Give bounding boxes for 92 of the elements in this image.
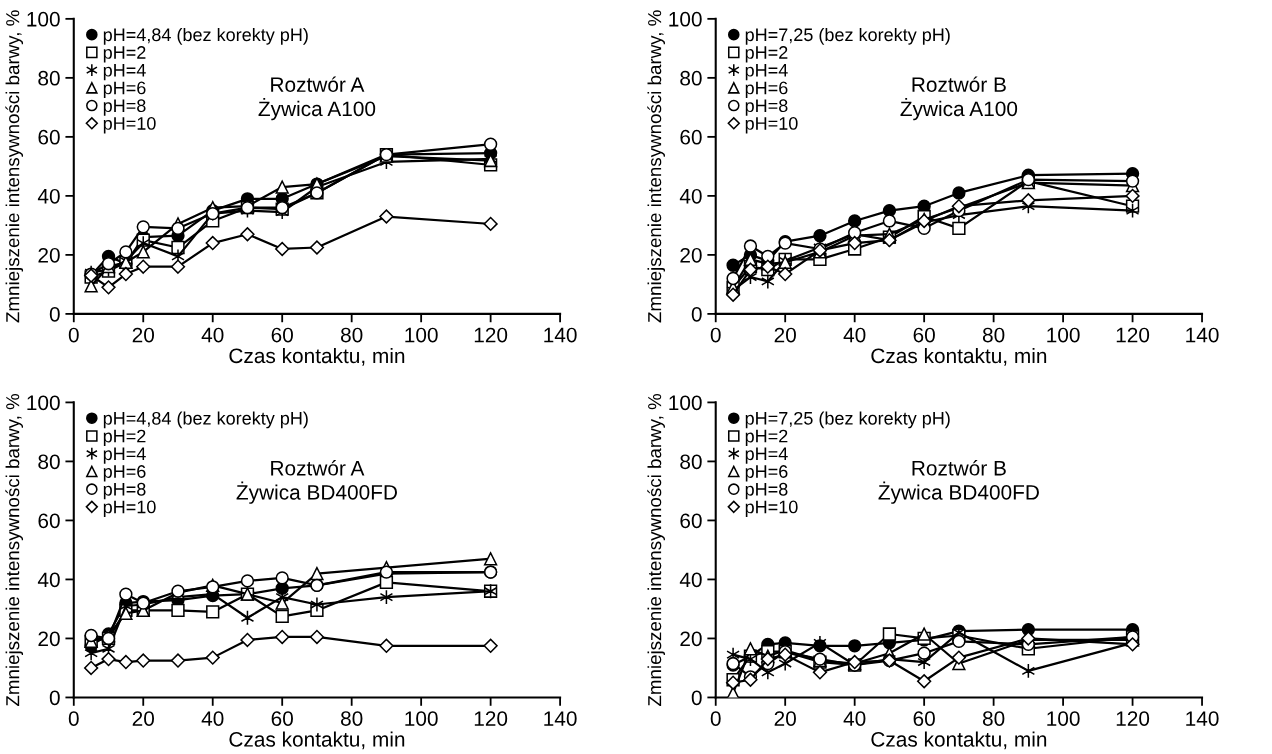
y-tick-label: 0 <box>49 690 60 706</box>
y-tick-label: 60 <box>680 513 702 529</box>
legend-label: pH=2 <box>103 429 146 446</box>
x-tick-label: 40 <box>843 327 866 343</box>
x-tick-label: 0 <box>710 711 721 726</box>
y-tick-label: 40 <box>37 572 60 588</box>
x-tick-label: 140 <box>1186 327 1219 343</box>
x-tick-label: 0 <box>68 711 79 726</box>
y-tick-label: 80 <box>680 70 702 86</box>
legend-label: pH=10 <box>745 117 798 134</box>
legend-label: pH=6 <box>745 81 788 98</box>
x-tick-label: 60 <box>271 711 293 726</box>
legend-label: pH=4 <box>745 64 788 81</box>
y-tick-label: 20 <box>38 631 60 647</box>
y-axis-title: Zmniejszenie intensywności barwy, % <box>647 10 665 323</box>
legend-label: pH=8 <box>745 482 788 500</box>
x-tick-label: 100 <box>405 711 438 726</box>
y-tick-label: 100 <box>669 395 702 411</box>
y-tick-label: 100 <box>27 11 60 27</box>
legend-label: pH=2 <box>103 46 146 63</box>
x-tick-label: 120 <box>1116 327 1150 343</box>
legend-label: pH=8 <box>745 99 788 116</box>
y-tick-label: 0 <box>49 306 60 322</box>
y-tick-label: 20 <box>680 631 702 647</box>
y-tick-label: 20 <box>680 247 702 263</box>
x-axis-title: Czas kontaktu, min <box>229 347 405 366</box>
y-tick-label: 40 <box>679 572 702 588</box>
x-tick-label: 20 <box>774 327 796 343</box>
y-tick-label: 80 <box>38 454 60 470</box>
x-tick-label: 80 <box>340 711 363 726</box>
legend-label: pH=6 <box>745 465 788 482</box>
x-tick-label: 60 <box>913 711 935 726</box>
y-axis-title: Zmniejszenie intensywności barwy, % <box>5 393 24 706</box>
x-tick-label: 40 <box>843 711 866 726</box>
x-tick-label: 60 <box>913 327 935 343</box>
y-tick-label: 40 <box>679 188 702 204</box>
legend-label: pH=7,25 (bez korekty pH) <box>745 27 950 45</box>
legend-label: pH=8 <box>103 482 146 500</box>
y-tick-label: 0 <box>691 690 702 706</box>
y-tick-label: 80 <box>680 454 702 470</box>
x-tick-label: 60 <box>271 327 293 343</box>
x-tick-label: 20 <box>132 327 155 343</box>
y-tick-label: 40 <box>37 188 60 204</box>
legend-label: pH=10 <box>103 500 156 517</box>
x-tick-label: 120 <box>474 327 508 343</box>
legend-label: pH=6 <box>103 465 146 482</box>
legend-label: pH=2 <box>745 429 788 446</box>
legend-label: pH=4,84 (bez korekty pH) <box>103 411 308 429</box>
legend-label: pH=6 <box>103 81 146 98</box>
legend-label: pH=4 <box>103 447 146 464</box>
annotation: Roztwór B Żywica A100 <box>900 76 1018 121</box>
x-tick-label: 80 <box>982 327 1005 343</box>
y-tick-label: 60 <box>680 129 702 145</box>
x-tick-label: 0 <box>710 327 721 343</box>
x-tick-label: 120 <box>474 711 508 726</box>
legend-label: pH=10 <box>745 500 798 517</box>
y-tick-label: 0 <box>691 306 702 322</box>
legend-label: pH=2 <box>745 46 788 63</box>
legend-label: pH=4 <box>745 447 788 464</box>
legend-label: pH=4 <box>103 64 146 81</box>
x-tick-label: 0 <box>68 327 79 343</box>
annotation: Roztwór A Żywica A100 <box>258 76 376 121</box>
legend-label: pH=10 <box>103 117 156 134</box>
x-axis-title: Czas kontaktu, min <box>871 731 1047 750</box>
x-axis-title: Czas kontaktu, min <box>871 347 1047 366</box>
x-axis-title: Czas kontaktu, min <box>229 731 405 750</box>
x-tick-label: 40 <box>201 327 224 343</box>
x-tick-label: 100 <box>1047 327 1080 343</box>
x-tick-label: 140 <box>544 711 577 726</box>
x-tick-label: 80 <box>982 711 1005 726</box>
annotation: Roztwór A Żywica BD400FD <box>236 460 397 504</box>
x-tick-label: 40 <box>201 711 224 726</box>
y-tick-label: 80 <box>38 70 60 86</box>
legend-label: pH=8 <box>103 99 146 116</box>
x-tick-label: 120 <box>1116 711 1150 726</box>
x-tick-label: 140 <box>544 327 577 343</box>
legend-label: pH=4,84 (bez korekty pH) <box>103 27 308 45</box>
y-tick-label: 100 <box>27 395 60 411</box>
x-tick-label: 20 <box>132 711 155 726</box>
x-tick-label: 100 <box>1047 711 1080 726</box>
annotation: Roztwór B Żywica BD400FD <box>878 460 1039 504</box>
legend-label: pH=7,25 (bez korekty pH) <box>745 411 950 429</box>
y-tick-label: 100 <box>669 11 702 27</box>
x-tick-label: 20 <box>774 711 796 726</box>
y-tick-label: 60 <box>38 513 60 529</box>
y-tick-label: 20 <box>38 247 60 263</box>
y-axis-title: Zmniejszenie intensywności barwy, % <box>647 393 665 706</box>
x-tick-label: 100 <box>405 327 438 343</box>
x-tick-label: 80 <box>340 327 363 343</box>
y-tick-label: 60 <box>38 129 60 145</box>
x-tick-label: 140 <box>1186 711 1219 726</box>
y-axis-title: Zmniejszenie intensywności barwy, % <box>5 10 24 323</box>
